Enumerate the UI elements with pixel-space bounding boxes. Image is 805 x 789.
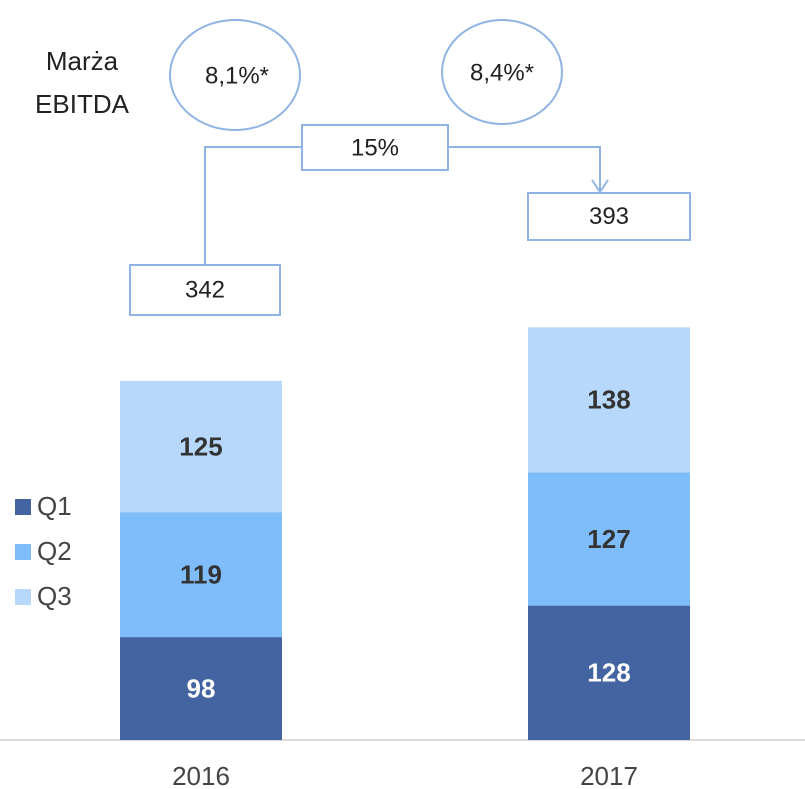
value-label: 125 (179, 431, 222, 461)
value-label: 128 (587, 658, 630, 688)
value-label: 127 (587, 524, 630, 554)
margin-ellipse (441, 19, 563, 125)
value-label: 138 (587, 385, 630, 415)
margin-title: EBITDA (35, 89, 130, 119)
bar-segment (528, 605, 690, 740)
total-label: 393 (589, 203, 629, 230)
legend-label: Q3 (37, 581, 72, 611)
bar-segment (528, 472, 690, 606)
total-label: 342 (185, 276, 225, 303)
legend-swatch (15, 499, 31, 515)
margin-title: Marża (46, 46, 119, 76)
x-tick-label: 2017 (580, 761, 638, 789)
margin-label: 8,4%* (470, 59, 534, 86)
growth-box (301, 124, 449, 171)
value-label: 98 (187, 673, 216, 703)
margin-label: 8,1%* (205, 62, 269, 89)
value-label: 119 (180, 560, 222, 590)
legend-swatch (15, 544, 31, 560)
legend-label: Q1 (37, 491, 72, 521)
bar-segment (120, 380, 282, 513)
margin-ellipse (169, 19, 301, 131)
legend-label: Q2 (37, 536, 72, 566)
legend-swatch (15, 589, 31, 605)
bar-segment (528, 327, 690, 473)
total-box (129, 264, 281, 316)
x-tick-label: 2016 (172, 761, 230, 789)
bar-segment (120, 512, 282, 638)
connector (448, 146, 601, 192)
connector (204, 146, 302, 265)
bar-segment (120, 637, 282, 740)
total-box (527, 192, 691, 241)
growth-label: 15% (351, 134, 399, 161)
